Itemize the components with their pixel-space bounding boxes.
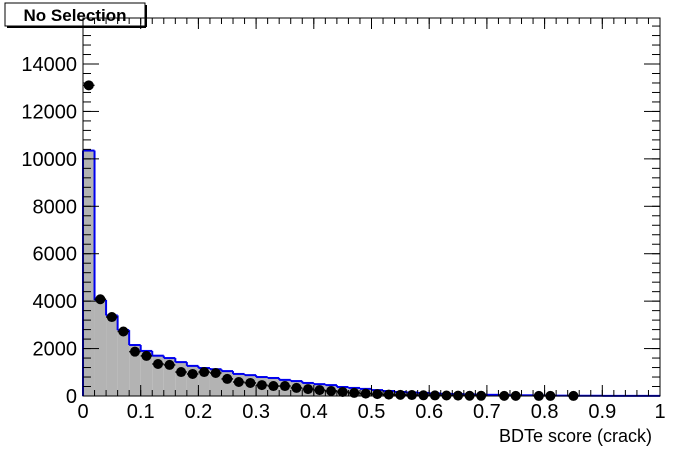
data-point — [256, 380, 267, 391]
histogram-bar — [163, 358, 176, 396]
data-point — [245, 377, 256, 388]
y-tick-label: 4000 — [33, 291, 78, 313]
chart-title: No Selection — [24, 6, 127, 25]
histogram-bar — [83, 150, 95, 396]
data-point — [360, 388, 371, 399]
data-point — [233, 377, 244, 388]
data-point — [303, 384, 314, 395]
x-tick-label: 0.6 — [415, 401, 443, 423]
y-tick-label: 2000 — [33, 339, 78, 361]
data-point — [83, 80, 94, 91]
data-point — [187, 368, 198, 379]
data-point — [429, 390, 440, 401]
data-point — [153, 358, 164, 369]
histogram-bar — [175, 362, 187, 396]
x-tick-label: 1 — [654, 401, 665, 423]
data-point — [418, 390, 429, 401]
y-tick-label: 6000 — [33, 244, 78, 266]
x-tick-label: 0.1 — [127, 401, 155, 423]
data-point — [349, 387, 360, 398]
data-point — [176, 367, 187, 378]
data-point — [372, 389, 383, 400]
histogram-bar — [117, 330, 130, 396]
data-point — [222, 373, 233, 384]
data-point — [406, 390, 417, 401]
histogram-bar — [152, 355, 164, 396]
data-point — [383, 389, 394, 400]
histogram-bar — [129, 345, 141, 396]
data-point — [268, 381, 279, 392]
data-point — [106, 312, 117, 323]
data-point — [279, 381, 290, 392]
x-tick-label: 0.4 — [300, 401, 328, 423]
data-point — [141, 350, 152, 361]
data-point — [164, 359, 175, 370]
data-point — [337, 386, 348, 397]
x-tick-label: 0.5 — [358, 401, 386, 423]
y-tick-label: 8000 — [33, 196, 78, 218]
y-tick-label: 10000 — [21, 149, 77, 171]
x-tick-label: 0.9 — [588, 401, 616, 423]
x-axis-label: BDTe score (crack) — [499, 426, 652, 446]
data-point — [129, 346, 140, 357]
x-tick-label: 0.8 — [531, 401, 559, 423]
data-point — [291, 382, 302, 393]
data-point — [210, 367, 221, 378]
x-tick-label: 0.2 — [184, 401, 212, 423]
data-point — [395, 389, 406, 400]
data-point — [95, 294, 106, 305]
histogram-bar — [186, 365, 199, 396]
x-tick-label: 0.3 — [242, 401, 270, 423]
data-point — [199, 367, 210, 378]
histogram-bar — [198, 368, 210, 396]
histogram-bar — [209, 369, 222, 396]
histogram-bar — [106, 315, 118, 396]
y-tick-label: 14000 — [21, 54, 77, 76]
data-point — [326, 386, 337, 397]
data-point — [314, 385, 325, 396]
x-tick-label: 0.7 — [473, 401, 501, 423]
histogram-bar — [140, 350, 153, 396]
y-tick-label: 0 — [66, 386, 77, 408]
histogram-bar — [94, 299, 107, 396]
y-tick-label: 12000 — [21, 101, 77, 123]
data-point — [118, 326, 129, 337]
x-tick-label: 0 — [77, 401, 88, 423]
